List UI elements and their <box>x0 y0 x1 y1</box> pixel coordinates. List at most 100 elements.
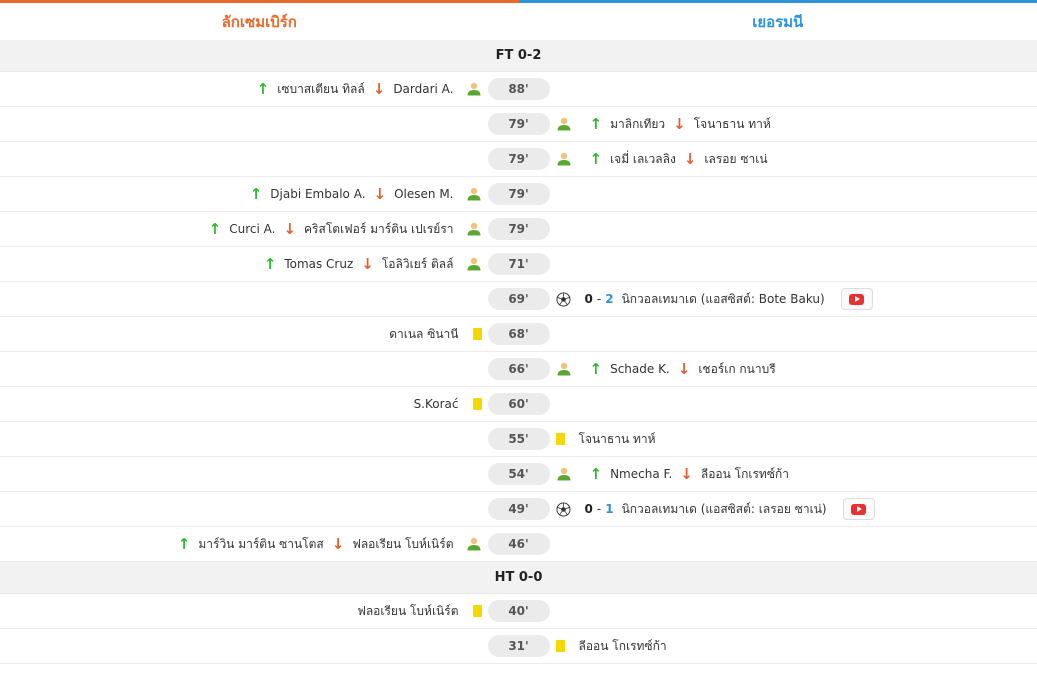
player-in-name: Schade K. <box>610 362 670 376</box>
home-event-cell: ดาเนล ซินานี <box>0 317 488 351</box>
home-event-cell <box>0 492 488 526</box>
event-minute: 55' <box>487 428 550 450</box>
arrow-up-icon: ↑ <box>589 149 603 168</box>
substitution-person-icon <box>556 467 572 481</box>
event-row: ฟลอเรียน โบห์เนิร์ต 40' <box>0 594 1037 629</box>
yellow-card-event: ฟลอเรียน โบห์เนิร์ต <box>357 602 482 621</box>
player-out-name: โจนาธาน ทาห์ <box>693 116 771 131</box>
arrow-down-icon: ↓ <box>283 219 297 238</box>
event-minute: 79' <box>487 183 550 205</box>
substitution-person-icon <box>466 222 482 236</box>
player-in-name: เจมี่ เลเวลลิง <box>610 151 676 166</box>
yellow-card-event: ลีออน โกเรทซ์ก้า <box>555 637 667 656</box>
substitution-person-icon <box>466 257 482 271</box>
arrow-up-icon: ↑ <box>256 79 270 98</box>
yellow-card-icon <box>472 605 482 617</box>
goal-event: 0-2 นิกวอลเทมาเด (แอสซิสต์: Bote Baku) <box>555 288 873 310</box>
player-out-name: โอลิวิเยร์ ติลล์ <box>381 256 454 271</box>
home-event-cell: ฟลอเรียน โบห์เนิร์ต <box>0 594 488 628</box>
event-row: ↑ Tomas Cruz ↓ โอลิวิเยร์ ติลล์ 71' <box>0 247 1037 282</box>
player-in-name: Tomas Cruz <box>284 257 354 271</box>
player-out-name: Dardari A. <box>393 82 454 96</box>
substitution-person-icon <box>466 82 482 96</box>
substitution-event: ↑ เซบาสเตียน ทิลล์ ↓ Dardari A. <box>257 80 482 99</box>
goal-event: 0-1 นิกวอลเทมาเด (แอสซิสต์: เลรอย ซาเน่) <box>555 498 875 520</box>
event-row: 79' ↑ เจมี่ เลเวลลิง ↓ เลรอย ซาเน่ <box>0 142 1037 177</box>
away-event-cell <box>550 72 1037 106</box>
arrow-up-icon: ↑ <box>589 359 603 378</box>
booked-player-name: โจนาธาน ทาห์ <box>578 431 656 446</box>
arrow-up-icon: ↑ <box>177 534 191 553</box>
event-minute: 69' <box>487 288 550 310</box>
away-event-cell: ลีออน โกเรทซ์ก้า <box>550 629 1037 663</box>
player-in-name: Djabi Embalo A. <box>270 187 366 201</box>
event-row: ↑ Curci A. ↓ คริสโตเฟอร์ มาร์ติน เปเรย์รา 79… <box>0 212 1037 247</box>
full-time-score: FT 0-2 <box>0 40 1037 72</box>
event-minute: 88' <box>487 78 550 100</box>
home-event-cell <box>0 629 488 663</box>
goal-scorer-text: นิกวอลเทมาเด (แอสซิสต์: Bote Baku) <box>621 291 825 306</box>
yellow-card-event: โจนาธาน ทาห์ <box>555 430 656 449</box>
arrow-up-icon: ↑ <box>589 114 603 133</box>
home-event-cell: ↑ เซบาสเตียน ทิลล์ ↓ Dardari A. <box>0 72 488 106</box>
event-row: 31' ลีออน โกเรทซ์ก้า <box>0 629 1037 664</box>
arrow-down-icon: ↓ <box>331 534 345 553</box>
half-time-score: HT 0-0 <box>0 562 1037 594</box>
home-event-cell: ↑ Djabi Embalo A. ↓ Olesen M. <box>0 177 488 211</box>
away-event-cell: 0-2 นิกวอลเทมาเด (แอสซิสต์: Bote Baku) <box>550 282 1037 316</box>
video-play-icon[interactable] <box>840 288 873 310</box>
home-event-cell: ↑ Curci A. ↓ คริสโตเฟอร์ มาร์ติน เปเรย์รา <box>0 212 488 246</box>
event-minute: 31' <box>487 635 550 657</box>
away-event-cell <box>550 212 1037 246</box>
away-event-cell <box>550 317 1037 351</box>
arrow-down-icon: ↓ <box>373 184 387 203</box>
event-row: S.Korać 60' <box>0 387 1037 422</box>
substitution-person-icon <box>556 152 572 166</box>
away-event-cell: 0-1 นิกวอลเทมาเด (แอสซิสต์: เลรอย ซาเน่) <box>550 492 1037 526</box>
goal-score: 0-2 <box>584 292 614 306</box>
player-out-name: เชอร์เก กนาบรี <box>698 361 776 376</box>
arrow-up-icon: ↑ <box>208 219 222 238</box>
substitution-event: ↑ Nmecha F. ↓ ลีออน โกเรทซ์ก้า <box>556 465 789 484</box>
team-header: ลักเซมเบิร์ก เยอรมนี <box>0 0 1037 40</box>
video-play-icon[interactable] <box>842 498 875 520</box>
substitution-person-icon <box>466 187 482 201</box>
event-row: 49' 0-1 นิกวอลเทมาเด (แอสซิสต์: เลรอย ซาเน… <box>0 492 1037 527</box>
booked-player-name: ลีออน โกเรทซ์ก้า <box>578 638 667 653</box>
arrow-down-icon: ↓ <box>680 464 693 483</box>
away-event-cell: ↑ Schade K. ↓ เชอร์เก กนาบรี <box>550 352 1037 386</box>
home-event-cell <box>0 282 488 316</box>
away-event-cell: ↑ เจมี่ เลเวลลิง ↓ เลรอย ซาเน่ <box>550 142 1037 176</box>
goal-scorer-text: นิกวอลเทมาเด (แอสซิสต์: เลรอย ซาเน่) <box>621 501 827 516</box>
event-row: 66' ↑ Schade K. ↓ เชอร์เก กนาบรี <box>0 352 1037 387</box>
away-event-cell <box>550 387 1037 421</box>
event-minute: 54' <box>487 463 550 485</box>
away-event-cell: ↑ Nmecha F. ↓ ลีออน โกเรทซ์ก้า <box>550 457 1037 491</box>
yellow-card-event: S.Korać <box>414 397 482 411</box>
first-half-events: ฟลอเรียน โบห์เนิร์ต 40' 31' ลีออน โกเรทซ์ก้… <box>0 594 1037 664</box>
away-event-cell <box>550 247 1037 281</box>
event-minute: 46' <box>487 533 550 555</box>
player-out-name: ลีออน โกเรทซ์ก้า <box>700 466 789 481</box>
substitution-person-icon <box>556 117 572 131</box>
home-event-cell <box>0 142 488 176</box>
player-in-name: Curci A. <box>229 222 276 236</box>
away-event-cell: โจนาธาน ทาห์ <box>550 422 1037 456</box>
event-minute: 49' <box>487 498 550 520</box>
event-row: 54' ↑ Nmecha F. ↓ ลีออน โกเรทซ์ก้า <box>0 457 1037 492</box>
player-in-name: Nmecha F. <box>610 467 673 481</box>
event-minute: 71' <box>487 253 550 275</box>
second-half-events: ↑ เซบาสเตียน ทิลล์ ↓ Dardari A. 88' 79' ↑ มาลิก… <box>0 72 1037 562</box>
home-event-cell <box>0 352 488 386</box>
away-event-cell <box>550 527 1037 561</box>
home-event-cell <box>0 107 488 141</box>
event-minute: 68' <box>487 323 550 345</box>
event-row: ↑ มาร์วิน มาร์ติน ซานโตส ↓ ฟลอเรียน โบห์เนิ… <box>0 527 1037 562</box>
arrow-down-icon: ↓ <box>677 359 691 378</box>
event-row: ↑ เซบาสเตียน ทิลล์ ↓ Dardari A. 88' <box>0 72 1037 107</box>
event-row: 79' ↑ มาลิกเทียว ↓ โจนาธาน ทาห์ <box>0 107 1037 142</box>
arrow-up-icon: ↑ <box>249 184 263 203</box>
away-event-cell: ↑ มาลิกเทียว ↓ โจนาธาน ทาห์ <box>550 107 1037 141</box>
home-event-cell <box>0 457 488 491</box>
